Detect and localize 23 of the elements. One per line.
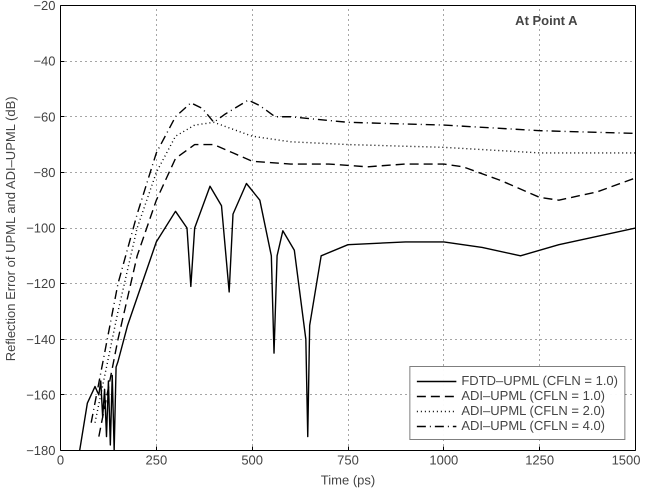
legend-label: FDTD–UPML (CFLN = 1.0): [461, 373, 618, 388]
y-tick-label: −20: [33, 0, 56, 13]
y-tick-label: −140: [26, 332, 56, 347]
y-tick-label: −180: [26, 443, 56, 458]
y-tick-label: −60: [33, 109, 56, 124]
x-axis-title: Time (ps): [320, 472, 376, 488]
legend-label: ADI–UPML (CFLN = 1.0): [461, 388, 606, 403]
x-tick-label: 1000: [429, 452, 458, 468]
annotation: At Point A: [515, 12, 578, 28]
x-tick-label: 1250: [525, 452, 554, 468]
legend-label: ADI–UPML (CFLN = 2.0): [461, 403, 606, 418]
y-tick-label: −100: [26, 220, 56, 236]
x-tick-label: 1500: [612, 452, 640, 468]
y-axis-title: Reflection Error of UPML and ADI–UPML (dB): [3, 96, 18, 362]
y-tick-label: −80: [33, 164, 56, 180]
y-tick-label: −120: [26, 276, 56, 292]
y-tick-label: −160: [26, 387, 56, 402]
legend-label: ADI–UPML (CFLN = 4.0): [461, 418, 606, 433]
x-tick-label: 0: [56, 452, 64, 468]
y-tick-label: −40: [33, 54, 56, 69]
x-tick-label: 500: [241, 452, 264, 468]
x-tick-label: 250: [145, 452, 168, 468]
x-tick-label: 750: [337, 452, 359, 468]
